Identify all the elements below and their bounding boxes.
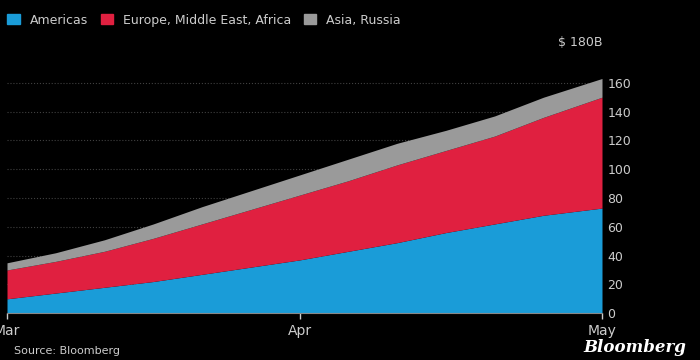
Text: Source: Bloomberg: Source: Bloomberg bbox=[14, 346, 120, 356]
Text: $ 180B: $ 180B bbox=[557, 36, 602, 49]
Text: Bloomberg: Bloomberg bbox=[583, 339, 686, 356]
Legend: Americas, Europe, Middle East, Africa, Asia, Russia: Americas, Europe, Middle East, Africa, A… bbox=[7, 14, 401, 27]
